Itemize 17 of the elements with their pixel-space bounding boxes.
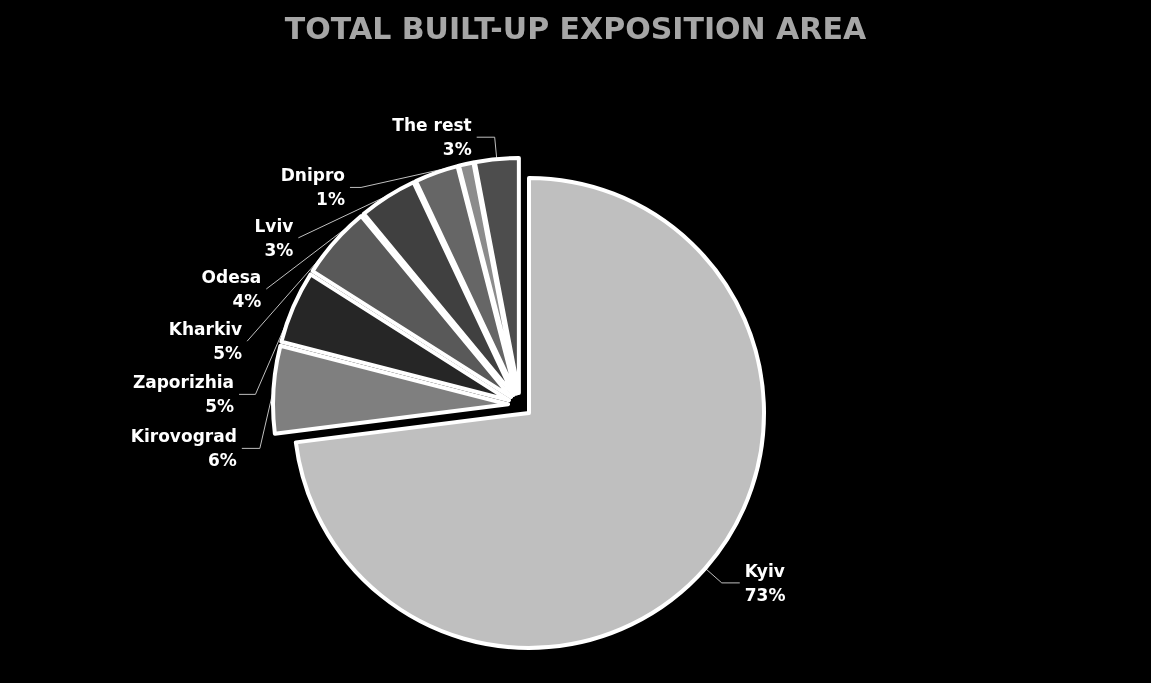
slice-label: Lviv bbox=[254, 215, 294, 236]
slice-label: Dnipro bbox=[280, 165, 345, 186]
slice-label: Kirovograd bbox=[130, 426, 237, 447]
data-label: 4% bbox=[232, 291, 262, 312]
data-label: 73% bbox=[744, 584, 786, 605]
data-label: 1% bbox=[316, 189, 345, 210]
data-label: 3% bbox=[264, 239, 294, 260]
data-label: 3% bbox=[442, 139, 472, 160]
slice-label: The rest bbox=[392, 115, 472, 136]
slice-label: Zaporizhia bbox=[132, 372, 235, 393]
chart-title: TOTAL BUILT-UP EXPOSITION AREA bbox=[284, 10, 867, 46]
slice-label: Kharkiv bbox=[168, 319, 243, 340]
data-label: 5% bbox=[205, 396, 235, 417]
data-label: 5% bbox=[213, 343, 243, 364]
slice-label: Odesa bbox=[201, 267, 262, 288]
slice-label: Kyiv bbox=[744, 560, 785, 581]
data-label: 6% bbox=[207, 450, 237, 471]
